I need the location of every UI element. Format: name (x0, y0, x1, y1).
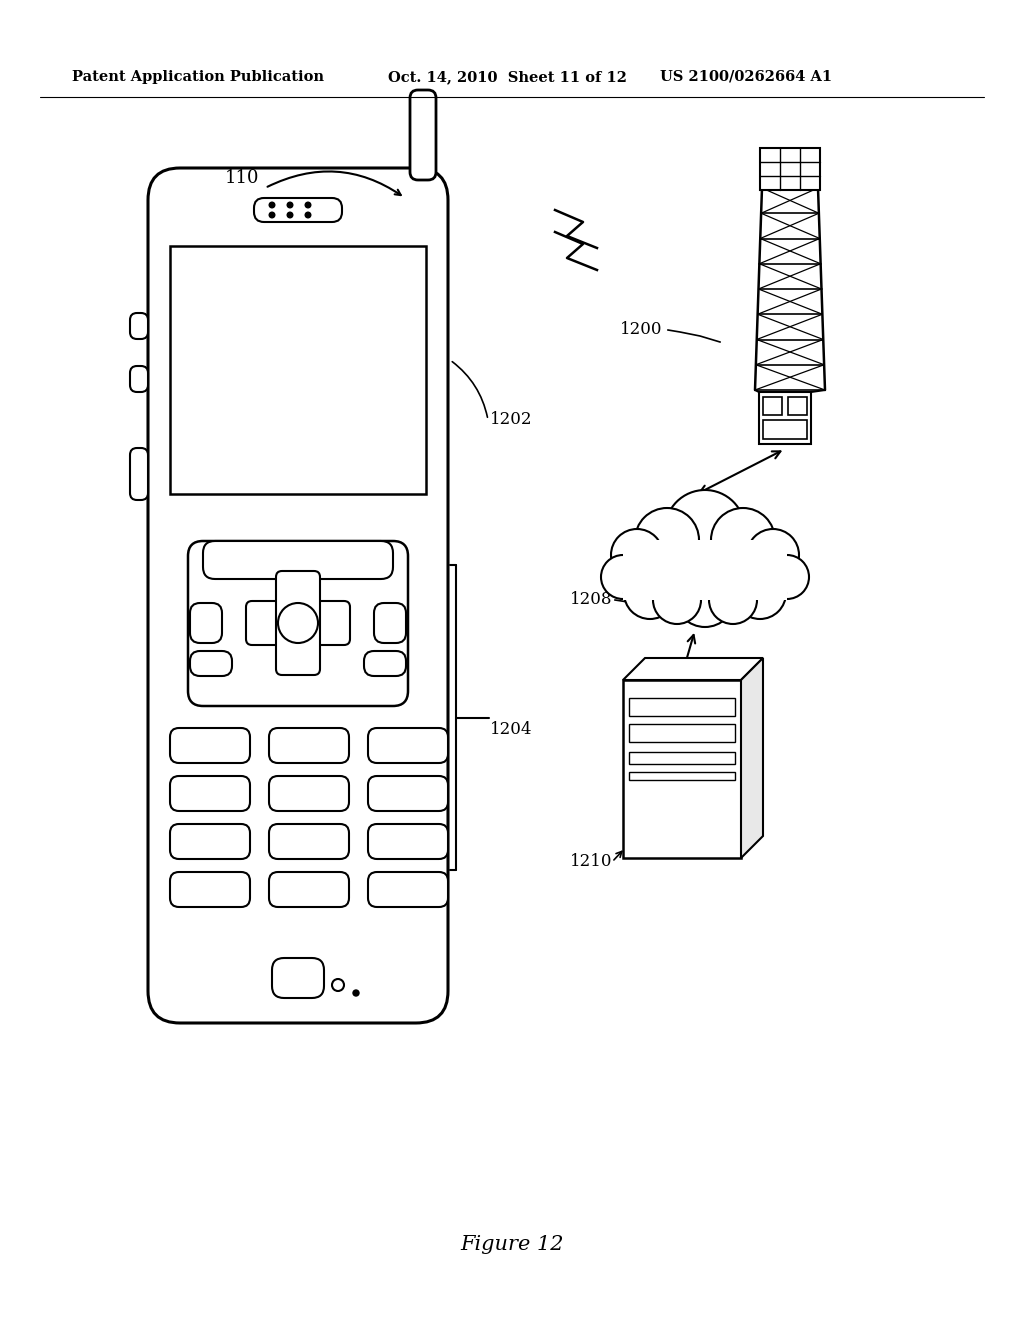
Circle shape (635, 508, 699, 572)
FancyBboxPatch shape (170, 729, 250, 763)
FancyBboxPatch shape (190, 603, 222, 643)
FancyBboxPatch shape (276, 572, 319, 675)
Circle shape (665, 490, 745, 570)
FancyBboxPatch shape (368, 824, 449, 859)
Bar (763, 397, 782, 414)
Bar (629, 723, 735, 742)
FancyBboxPatch shape (368, 776, 449, 810)
Bar (170, 246, 426, 494)
Bar (629, 698, 735, 715)
FancyBboxPatch shape (368, 873, 449, 907)
Circle shape (269, 202, 274, 207)
FancyBboxPatch shape (188, 541, 408, 706)
Polygon shape (623, 657, 763, 680)
Circle shape (287, 213, 293, 218)
Bar (788, 397, 807, 414)
Circle shape (332, 979, 344, 991)
Circle shape (353, 990, 359, 997)
Circle shape (675, 568, 735, 627)
Bar (627, 540, 783, 601)
Text: US 2100/0262664 A1: US 2100/0262664 A1 (660, 70, 833, 84)
FancyBboxPatch shape (130, 366, 148, 392)
Circle shape (711, 508, 775, 572)
Circle shape (734, 568, 786, 619)
Text: Patent Application Publication: Patent Application Publication (72, 70, 324, 84)
FancyBboxPatch shape (269, 776, 349, 810)
Circle shape (305, 202, 311, 207)
Bar (759, 392, 811, 444)
FancyBboxPatch shape (170, 824, 250, 859)
FancyBboxPatch shape (254, 198, 342, 222)
FancyBboxPatch shape (364, 651, 406, 676)
FancyBboxPatch shape (203, 541, 393, 579)
Circle shape (601, 554, 645, 599)
Circle shape (278, 603, 318, 643)
Text: 1200: 1200 (620, 322, 663, 338)
Circle shape (611, 529, 663, 581)
FancyBboxPatch shape (190, 651, 232, 676)
FancyBboxPatch shape (130, 447, 148, 500)
Circle shape (653, 576, 701, 624)
FancyBboxPatch shape (272, 958, 324, 998)
Circle shape (746, 529, 799, 581)
Text: 1202: 1202 (490, 412, 532, 429)
FancyBboxPatch shape (269, 824, 349, 859)
FancyBboxPatch shape (269, 873, 349, 907)
Circle shape (709, 576, 757, 624)
FancyBboxPatch shape (410, 90, 436, 180)
Text: 1210: 1210 (570, 854, 612, 870)
Circle shape (287, 202, 293, 207)
FancyBboxPatch shape (170, 873, 250, 907)
Bar (629, 772, 735, 780)
Bar (629, 752, 735, 764)
FancyBboxPatch shape (246, 601, 350, 645)
FancyBboxPatch shape (374, 603, 406, 643)
Text: 110: 110 (224, 169, 259, 187)
Text: Figure 12: Figure 12 (460, 1236, 564, 1254)
Circle shape (269, 213, 274, 218)
FancyBboxPatch shape (269, 729, 349, 763)
Bar (760, 148, 820, 190)
FancyBboxPatch shape (170, 776, 250, 810)
Circle shape (624, 568, 676, 619)
Bar (623, 540, 787, 601)
Text: Oct. 14, 2010  Sheet 11 of 12: Oct. 14, 2010 Sheet 11 of 12 (388, 70, 627, 84)
Circle shape (305, 213, 311, 218)
Text: 1208: 1208 (570, 591, 612, 609)
Bar (623, 680, 741, 858)
Text: 1204: 1204 (490, 722, 532, 738)
FancyBboxPatch shape (148, 168, 449, 1023)
FancyBboxPatch shape (368, 729, 449, 763)
FancyBboxPatch shape (130, 313, 148, 339)
Circle shape (765, 554, 809, 599)
Polygon shape (741, 657, 763, 858)
Bar (763, 420, 807, 440)
